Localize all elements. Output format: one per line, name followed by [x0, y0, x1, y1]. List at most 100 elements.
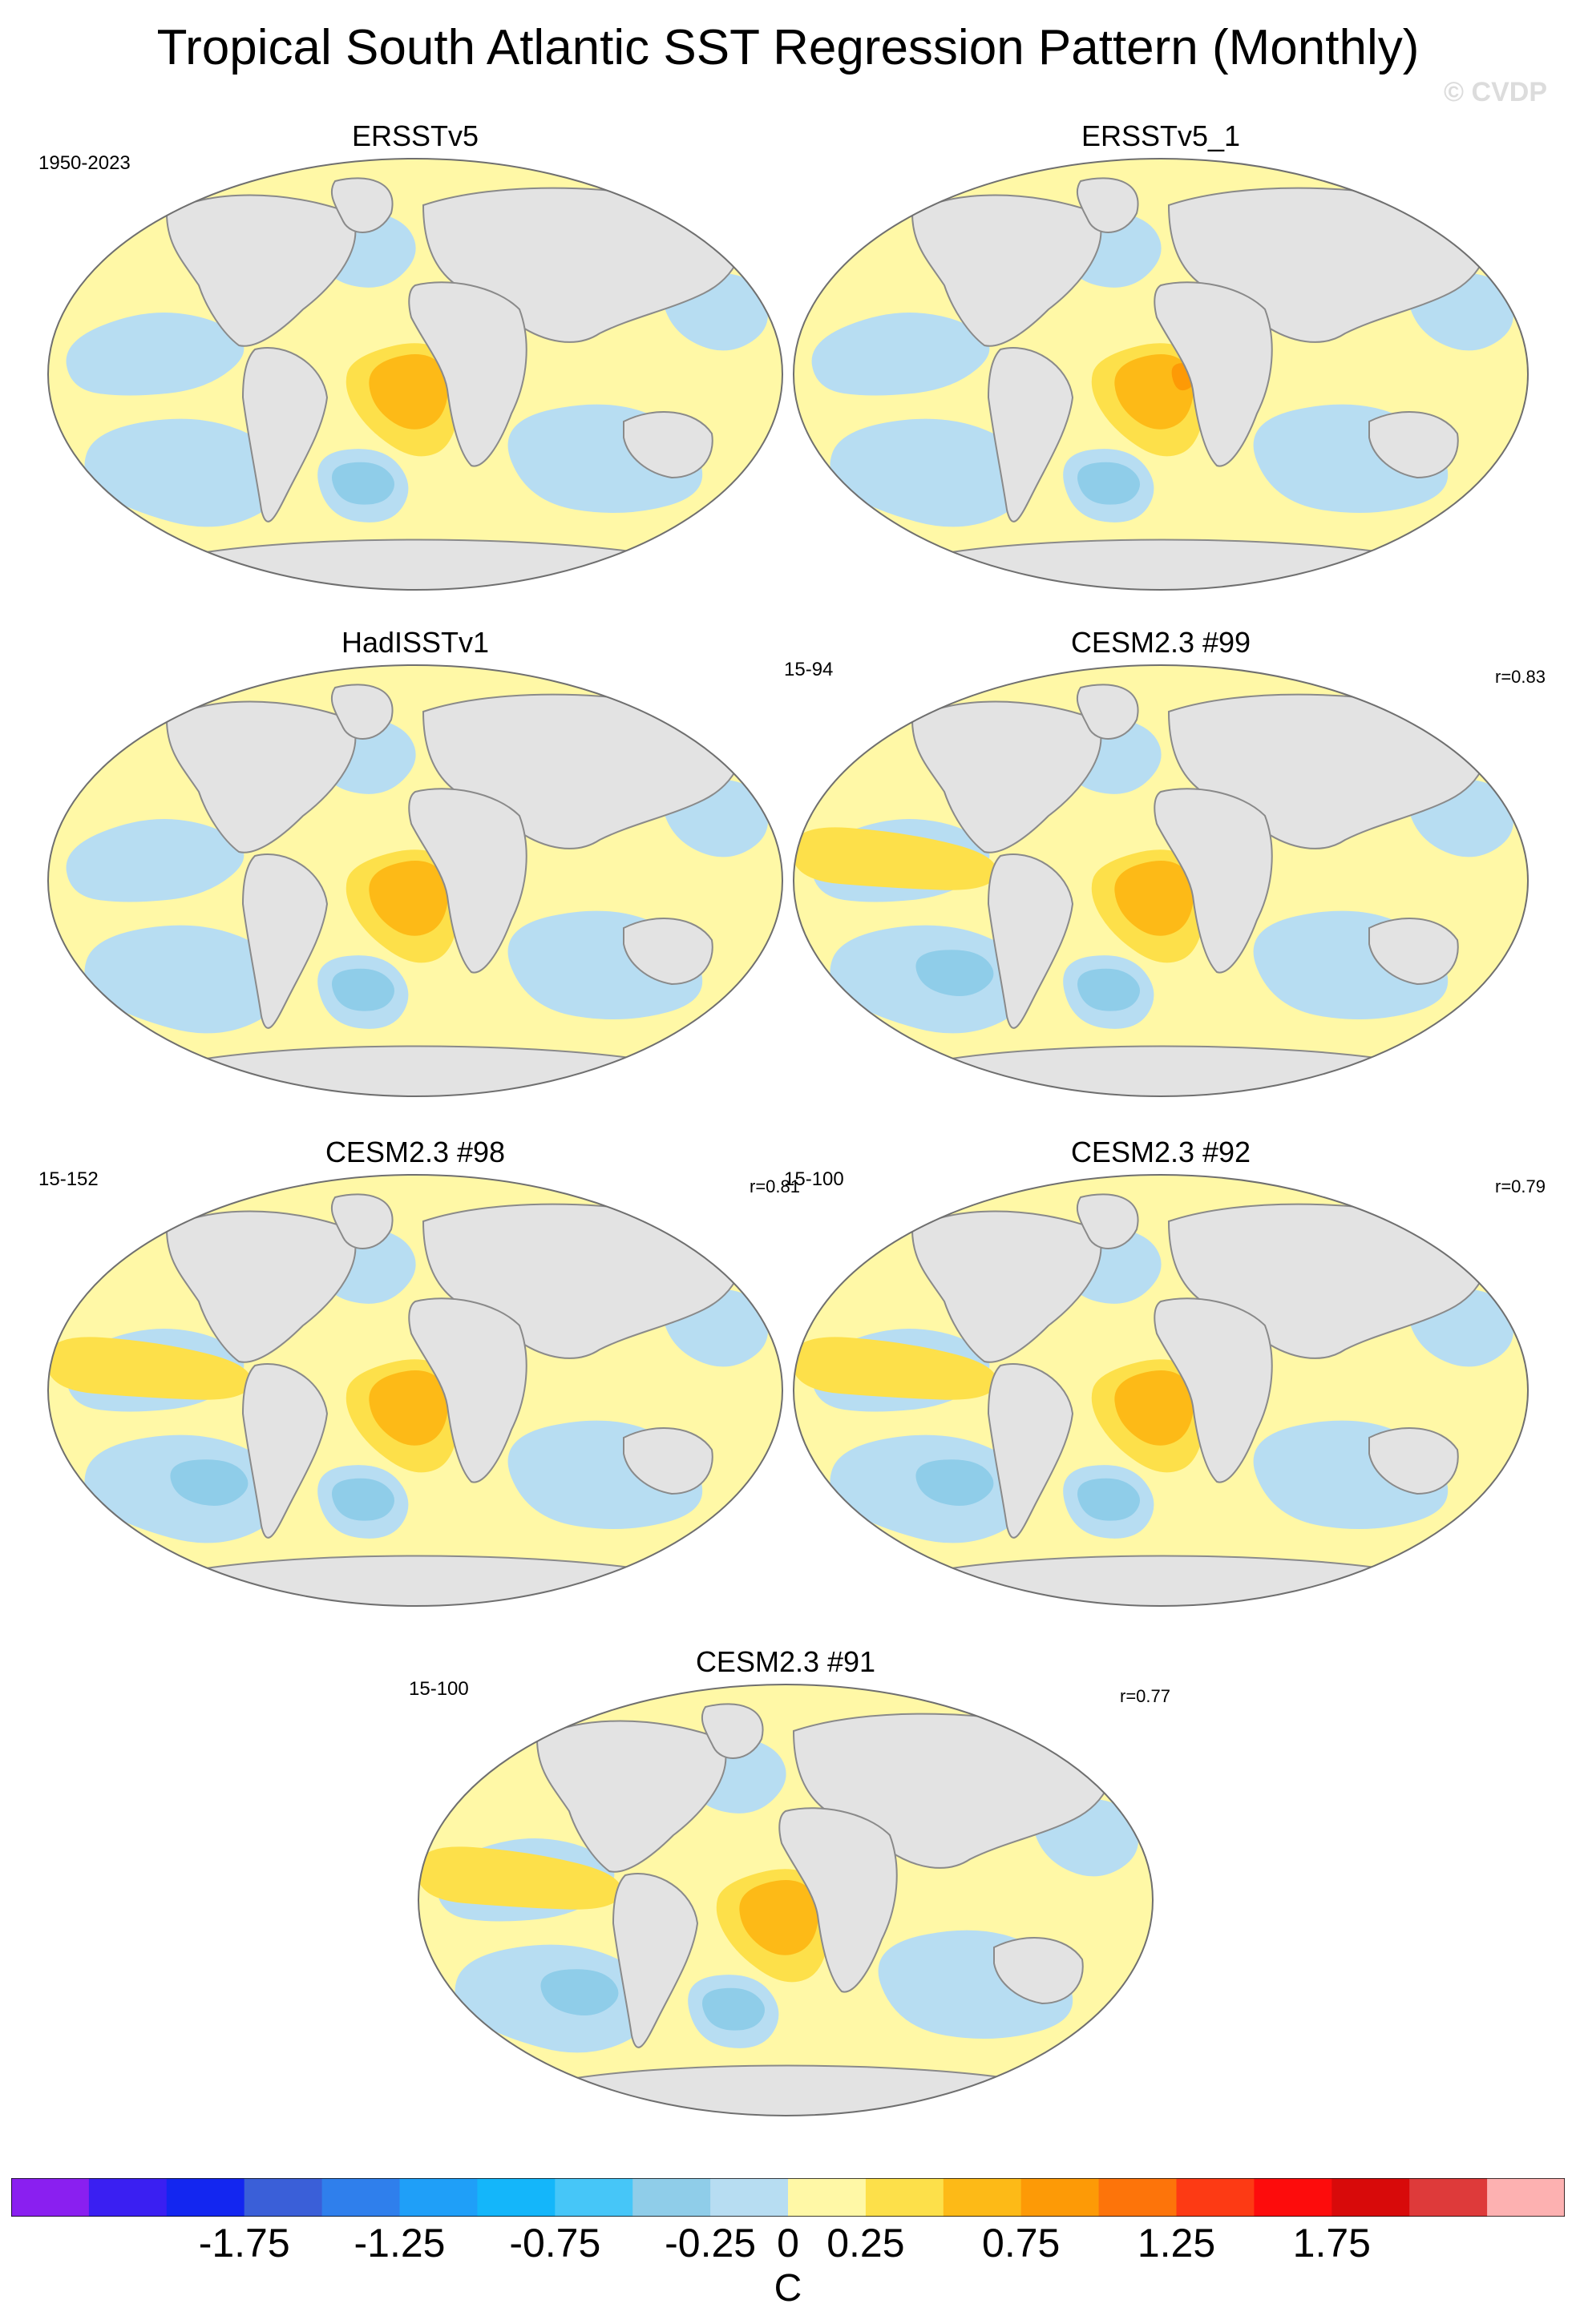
colorbar-swatch: [710, 2178, 789, 2217]
land-mass: [544, 2064, 1044, 2116]
land-mass: [1076, 1193, 1139, 1249]
colorbar-swatch: [943, 2178, 1022, 2217]
colorbar-swatch: [399, 2178, 478, 2217]
colorbar-swatch: [1332, 2178, 1410, 2217]
map-panel: CESM2.3 #99 15-94 r=0.83: [784, 625, 1546, 1098]
sst-negative-region: [84, 418, 284, 527]
land-mass: [1368, 918, 1459, 986]
panel-correlation-label: r=0.79: [1495, 1176, 1546, 1196]
land-mass: [241, 1363, 329, 1539]
land-mass: [330, 177, 394, 233]
sst-negative-core: [540, 1969, 619, 2015]
sst-positive-band: [794, 827, 997, 890]
colorbar-tick-label: 0.25: [826, 2221, 905, 2265]
colorbar-tick-label: -1.75: [198, 2221, 290, 2265]
colorbar-swatch: [1176, 2178, 1255, 2217]
sst-negative-core: [1077, 968, 1140, 1011]
land-mass: [173, 1555, 673, 1606]
sst-negative-region: [66, 313, 244, 396]
colorbar-swatch: [632, 2178, 711, 2217]
panel-period-label: 15-100: [784, 1168, 844, 1190]
sst-negative-core: [332, 1478, 394, 1521]
land-mass: [612, 1873, 699, 2048]
land-mass: [165, 700, 357, 853]
watermark: © CVDP: [1444, 77, 1547, 107]
land-mass: [911, 700, 1102, 853]
land-mass: [1154, 1297, 1273, 1483]
map-border: [47, 1174, 783, 1607]
sst-positive-band: [794, 1337, 997, 1400]
panel-correlation-label: r=0.83: [1495, 667, 1546, 687]
colorbar-swatch: [1409, 2178, 1488, 2217]
map-svg: [793, 664, 1529, 1097]
colorbar-swatch: [88, 2178, 168, 2217]
colorbar-swatch: [1254, 2178, 1332, 2217]
colorbar-tick-label: 0: [777, 2221, 799, 2265]
sst-negative-core: [332, 462, 394, 505]
colorbar: [11, 2178, 1565, 2217]
map-panel: HadISSTv1: [46, 625, 784, 1098]
land-mass: [987, 1363, 1074, 1539]
sst-positive-core: [369, 1370, 449, 1446]
sst-negative-core: [332, 968, 394, 1011]
map-svg: [47, 158, 783, 591]
land-mass: [1154, 788, 1273, 974]
map-panel: ERSSTv5 1950-2023: [38, 119, 784, 591]
map-border: [793, 158, 1529, 591]
sst-negative-region: [811, 313, 990, 396]
land-mass: [911, 194, 1102, 347]
sst-positive-core: [369, 354, 449, 430]
land-mass: [1368, 1427, 1459, 1495]
land-mass: [173, 539, 673, 590]
land-mass: [993, 1937, 1084, 2005]
sst-negative-core: [915, 1459, 994, 1506]
land-mass: [987, 853, 1074, 1029]
panel-title: CESM2.3 #99: [1070, 626, 1251, 659]
land-mass: [919, 1045, 1419, 1096]
sst-positive-band: [418, 1846, 622, 1910]
sst-positive-core: [369, 861, 449, 936]
sst-negative-core: [170, 1459, 249, 1506]
panel-period-label: 15-152: [38, 1168, 99, 1190]
sst-negative-core: [702, 1987, 765, 2031]
map-svg: [47, 1174, 783, 1607]
map-border: [418, 1684, 1154, 2116]
map-svg: [418, 1684, 1154, 2116]
colorbar-tick-label: 0.75: [982, 2221, 1061, 2265]
colorbar-swatch: [555, 2178, 633, 2217]
chart-title: Tropical South Atlantic SST Regression P…: [156, 20, 1420, 75]
sst-positive-core: [1114, 861, 1194, 936]
colorbar-tick-label: -0.25: [665, 2221, 757, 2265]
land-mass: [408, 1297, 527, 1483]
colorbar-swatch: [1098, 2178, 1177, 2217]
colorbar-swatch: [477, 2178, 556, 2217]
map-svg: [793, 158, 1529, 591]
colorbar-swatch: [788, 2178, 867, 2217]
colorbar-swatch: [11, 2178, 90, 2217]
land-mass: [987, 347, 1074, 522]
land-mass: [330, 684, 394, 740]
sst-positive-core: [739, 1880, 819, 1955]
land-mass: [623, 918, 713, 986]
land-mass: [535, 1720, 727, 1873]
land-mass: [165, 1210, 357, 1363]
land-mass: [919, 1555, 1419, 1606]
sst-negative-core: [915, 950, 994, 996]
land-mass: [173, 1045, 673, 1096]
panel-correlation-label: r=0.77: [1120, 1686, 1170, 1706]
land-mass: [165, 194, 357, 347]
panel-period-label: 15-94: [784, 659, 834, 680]
colorbar-tick-label: -1.25: [354, 2221, 446, 2265]
panel-title: ERSSTv5: [351, 119, 479, 152]
land-mass: [1368, 411, 1459, 479]
sst-positive-band: [48, 1337, 252, 1400]
panel-title: CESM2.3 #91: [695, 1645, 876, 1678]
land-mass: [1076, 177, 1139, 233]
sst-negative-region: [84, 925, 284, 1034]
panel-title: CESM2.3 #92: [1070, 1136, 1251, 1168]
land-mass: [330, 1193, 394, 1249]
colorbar-tick-label: -0.75: [509, 2221, 601, 2265]
colorbar-swatch: [166, 2178, 245, 2217]
land-mass: [1154, 281, 1273, 467]
panel-title: CESM2.3 #98: [325, 1136, 506, 1168]
